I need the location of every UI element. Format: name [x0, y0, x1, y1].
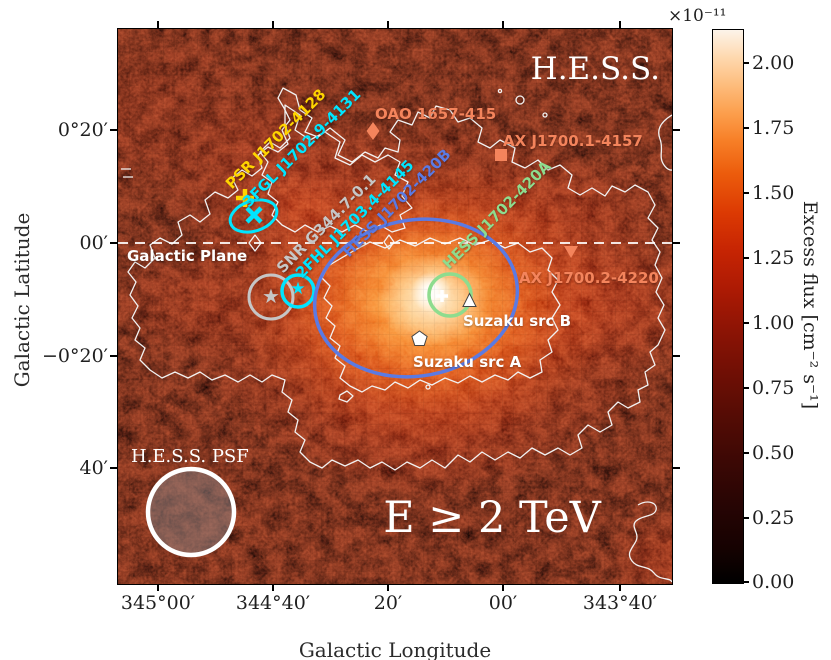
colorbar-scale-label: ×10⁻¹¹ — [668, 6, 727, 26]
psf-circle — [145, 466, 237, 558]
fgl3-x-marker — [245, 206, 263, 224]
suzaku-b-label: Suzaku src B — [463, 312, 572, 330]
colorbar-tick — [743, 127, 749, 129]
y-tick — [110, 242, 117, 244]
x-tick — [619, 584, 621, 591]
ax1-square-marker — [495, 149, 507, 161]
x-tick — [272, 584, 274, 591]
fhl2-circle — [280, 273, 316, 309]
sky-map-panel: ★ ★ PSR J1702-4128 3FGL J1702.9-4131 OAO… — [117, 28, 673, 585]
colorbar — [712, 29, 744, 584]
suzaku-a-pentagon-marker — [411, 330, 428, 346]
x-tick-top — [157, 21, 159, 28]
x-tick — [502, 584, 504, 591]
colorbar-tick — [743, 322, 749, 324]
fhl2-star-marker: ★ — [290, 278, 306, 299]
y-tick-right — [673, 129, 680, 131]
x-tick-label: 00′ — [488, 592, 518, 614]
y-tick-label: −0°20′ — [42, 345, 108, 367]
colorbar-tick-label: 0.00 — [752, 571, 795, 593]
colorbar-tick — [743, 62, 749, 64]
x-tick-top — [619, 21, 621, 28]
y-tick-label: 00′ — [79, 232, 109, 254]
snr-circle — [247, 273, 295, 321]
x-tick-label: 345°00′ — [120, 592, 196, 614]
x-tick-top — [502, 21, 504, 28]
fgl3-error-ellipse — [228, 198, 279, 234]
y-tick — [110, 467, 117, 469]
colorbar-tick-label: 1.00 — [752, 312, 795, 334]
oao-label: OAO 1657-415 — [375, 105, 497, 123]
x-tick-label: 20′ — [373, 592, 403, 614]
colorbar-tick-label: 1.75 — [752, 117, 795, 139]
y-tick-label: 40′ — [79, 457, 109, 479]
suzaku-a-label: Suzaku src A — [413, 353, 522, 371]
colorbar-tick — [743, 581, 749, 583]
psf-label: H.E.S.S. PSF — [131, 446, 249, 467]
colorbar-tick-label: 2.00 — [752, 52, 795, 74]
instrument-title: H.E.S.S. — [530, 51, 660, 87]
ax2-label: AX J1700.2-4220 — [519, 269, 659, 287]
x-tick-top — [387, 21, 389, 28]
hess-b-ellipse — [312, 217, 520, 379]
energy-threshold-label: E ≥ 2 TeV — [383, 493, 601, 543]
snr-star-marker: ★ — [262, 284, 280, 309]
y-tick-right — [673, 242, 680, 244]
colorbar-tick-label: 0.75 — [752, 377, 795, 399]
galactic-plane-label: Galactic Plane — [127, 247, 248, 265]
colorbar-axis-title: Excess flux [cm⁻² s⁻¹] — [799, 200, 821, 410]
y-tick — [110, 129, 117, 131]
colorbar-tick-label: 0.25 — [752, 507, 795, 529]
ax1-label: AX J1700.1-4157 — [503, 132, 643, 150]
x-tick-label: 343°40′ — [582, 592, 658, 614]
x-tick-top — [272, 21, 274, 28]
colorbar-tick — [743, 452, 749, 454]
y-tick-label: 0°20′ — [57, 119, 108, 141]
colorbar-tick — [743, 387, 749, 389]
y-tick-right — [673, 467, 680, 469]
hess-a-circle — [427, 272, 473, 318]
colorbar-tick — [743, 517, 749, 519]
y-tick — [110, 355, 117, 357]
map-overlay — [118, 29, 672, 584]
x-tick-label: 344°40′ — [235, 592, 311, 614]
ax2-triangle-down-marker — [564, 246, 578, 258]
x-tick — [157, 584, 159, 591]
y-tick-right — [673, 355, 680, 357]
y-axis-title: Galactic Latitude — [10, 212, 34, 388]
x-tick — [387, 584, 389, 591]
peak-plus-marker — [436, 290, 448, 302]
colorbar-tick-label: 1.50 — [752, 182, 795, 204]
suzaku-b-triangle-marker — [462, 292, 477, 307]
colorbar-tick — [743, 257, 749, 259]
colorbar-tick-label: 1.25 — [752, 247, 795, 269]
oao-diamond-marker — [366, 122, 380, 140]
colorbar-tick — [743, 192, 749, 194]
x-axis-title: Galactic Longitude — [298, 638, 492, 660]
colorbar-tick-label: 0.50 — [752, 442, 795, 464]
